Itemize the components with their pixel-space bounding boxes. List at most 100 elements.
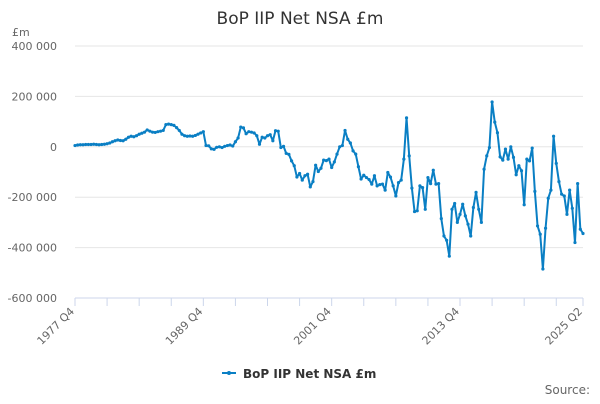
data-point[interactable] xyxy=(284,151,288,155)
data-point[interactable] xyxy=(183,134,187,138)
data-point[interactable] xyxy=(493,120,497,124)
data-point[interactable] xyxy=(367,177,371,182)
data-point[interactable] xyxy=(164,123,168,127)
data-point[interactable] xyxy=(113,139,117,143)
data-point[interactable] xyxy=(92,142,96,146)
data-point[interactable] xyxy=(140,131,144,135)
data-point[interactable] xyxy=(426,175,430,180)
data-point[interactable] xyxy=(201,130,205,134)
legend[interactable]: BoP IIP Net NSA £m xyxy=(222,367,376,381)
data-point[interactable] xyxy=(148,129,152,133)
data-point[interactable] xyxy=(169,123,173,127)
data-point[interactable] xyxy=(303,174,307,178)
data-point[interactable] xyxy=(257,142,262,146)
data-point[interactable] xyxy=(225,143,229,148)
data-point[interactable] xyxy=(236,136,240,140)
data-point[interactable] xyxy=(509,145,513,149)
data-point[interactable] xyxy=(485,154,489,158)
data-point[interactable] xyxy=(233,140,238,144)
data-point[interactable] xyxy=(124,137,128,141)
data-point[interactable] xyxy=(199,131,203,135)
data-point[interactable] xyxy=(471,205,475,210)
data-point[interactable] xyxy=(442,234,446,238)
data-point[interactable] xyxy=(308,185,312,189)
data-point[interactable] xyxy=(316,169,320,174)
data-point[interactable] xyxy=(535,224,540,228)
data-point[interactable] xyxy=(108,141,112,145)
data-point[interactable] xyxy=(314,163,318,167)
data-point[interactable] xyxy=(410,186,414,190)
data-point[interactable] xyxy=(431,168,435,172)
data-point[interactable] xyxy=(134,134,139,138)
data-point[interactable] xyxy=(445,238,449,242)
data-point[interactable] xyxy=(231,144,235,148)
data-point[interactable] xyxy=(455,220,459,224)
data-point[interactable] xyxy=(362,173,366,177)
data-point[interactable] xyxy=(239,125,243,129)
data-point[interactable] xyxy=(501,158,505,162)
data-point[interactable] xyxy=(207,144,211,148)
data-point[interactable] xyxy=(191,134,195,138)
data-point[interactable] xyxy=(263,136,267,140)
data-point[interactable] xyxy=(73,143,77,148)
data-point[interactable] xyxy=(100,142,104,147)
data-point[interactable] xyxy=(415,209,419,213)
data-point[interactable] xyxy=(418,184,422,188)
data-point[interactable] xyxy=(527,159,532,163)
data-point[interactable] xyxy=(172,123,176,127)
data-point[interactable] xyxy=(153,130,157,135)
data-point[interactable] xyxy=(126,135,131,139)
data-point[interactable] xyxy=(247,130,251,134)
data-point[interactable] xyxy=(453,201,457,206)
data-point[interactable] xyxy=(212,147,216,151)
data-point[interactable] xyxy=(394,194,398,198)
data-point[interactable] xyxy=(292,164,296,168)
data-point[interactable] xyxy=(97,143,101,147)
data-point[interactable] xyxy=(546,196,550,200)
data-point[interactable] xyxy=(244,132,248,136)
data-point[interactable] xyxy=(568,188,572,192)
data-point[interactable] xyxy=(479,220,483,224)
data-point[interactable] xyxy=(220,145,224,150)
data-point[interactable] xyxy=(81,143,85,147)
data-point[interactable] xyxy=(543,226,548,230)
data-point[interactable] xyxy=(228,143,232,147)
data-point[interactable] xyxy=(260,135,264,139)
data-point[interactable] xyxy=(319,166,323,170)
data-point[interactable] xyxy=(576,181,580,186)
data-point[interactable] xyxy=(196,132,200,136)
data-point[interactable] xyxy=(551,134,556,138)
data-point[interactable] xyxy=(177,128,181,133)
data-point[interactable] xyxy=(407,154,411,158)
data-point[interactable] xyxy=(402,157,406,161)
data-point[interactable] xyxy=(423,207,427,211)
data-point[interactable] xyxy=(503,147,508,151)
data-point[interactable] xyxy=(102,142,107,146)
data-point[interactable] xyxy=(420,186,425,190)
data-point[interactable] xyxy=(322,158,326,162)
data-point[interactable] xyxy=(268,133,272,137)
data-point[interactable] xyxy=(150,130,155,134)
data-point[interactable] xyxy=(158,129,163,133)
data-point[interactable] xyxy=(517,164,521,168)
data-point[interactable] xyxy=(137,132,141,136)
data-point[interactable] xyxy=(330,165,334,170)
data-point[interactable] xyxy=(495,131,500,135)
data-point[interactable] xyxy=(281,144,286,148)
data-point[interactable] xyxy=(348,141,352,145)
data-point[interactable] xyxy=(386,170,390,175)
data-point[interactable] xyxy=(338,145,342,149)
data-point[interactable] xyxy=(396,180,401,185)
data-point[interactable] xyxy=(560,192,564,196)
data-point[interactable] xyxy=(241,126,246,130)
data-point[interactable] xyxy=(477,207,481,211)
data-point[interactable] xyxy=(116,138,120,142)
data-point[interactable] xyxy=(351,149,355,153)
data-point[interactable] xyxy=(265,134,270,138)
data-point[interactable] xyxy=(289,159,294,163)
data-point[interactable] xyxy=(311,179,315,184)
data-point[interactable] xyxy=(364,175,369,180)
data-point[interactable] xyxy=(209,147,213,151)
data-point[interactable] xyxy=(461,202,465,206)
data-point[interactable] xyxy=(450,207,454,211)
